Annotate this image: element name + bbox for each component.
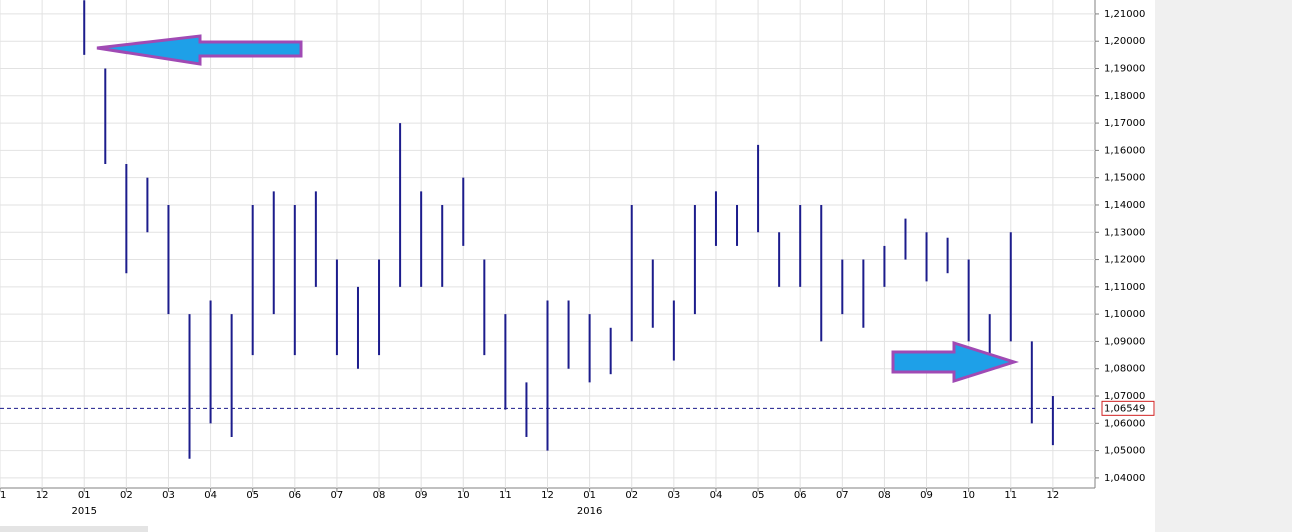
x-tick-label: 08 — [878, 490, 891, 501]
x-tick-label: 11 — [0, 490, 6, 501]
scrollbar — [0, 526, 148, 532]
x-tick-label: 03 — [667, 490, 680, 501]
x-tick-label: 05 — [752, 490, 765, 501]
y-tick-label: 1,09000 — [1104, 336, 1145, 347]
arrow-right — [891, 340, 1019, 384]
x-tick-label: 08 — [373, 490, 386, 501]
x-tick-label: 10 — [457, 490, 470, 501]
x-tick-label: 06 — [794, 490, 807, 501]
x-tick-label: 02 — [625, 490, 638, 501]
x-tick-label: 07 — [331, 490, 344, 501]
x-tick-label: 04 — [204, 490, 217, 501]
x-tick-label: 05 — [246, 490, 259, 501]
side-panel — [1155, 0, 1292, 532]
x-tick-label: 12 — [1047, 490, 1060, 501]
y-tick-label: 1,21000 — [1104, 9, 1145, 20]
x-tick-label: 09 — [920, 490, 933, 501]
x-tick-label: 09 — [415, 490, 428, 501]
x-axis-area — [0, 490, 1155, 532]
x-tick-label: 11 — [499, 490, 512, 501]
y-tick-label: 1,11000 — [1104, 282, 1145, 293]
y-tick-label: 1,12000 — [1104, 255, 1145, 266]
y-tick-label: 1,06000 — [1104, 418, 1145, 429]
x-tick-label: 12 — [36, 490, 49, 501]
y-tick-label: 1,07000 — [1104, 391, 1145, 402]
x-tick-label: 02 — [120, 490, 133, 501]
x-tick-label: 06 — [288, 490, 301, 501]
y-tick-label: 1,15000 — [1104, 173, 1145, 184]
y-tick-label: 1,16000 — [1104, 145, 1145, 156]
x-tick-label: 04 — [710, 490, 723, 501]
current-price-label: 1,06549 — [1104, 403, 1145, 414]
current-price-box — [1101, 400, 1155, 416]
x-tick-label: 10 — [962, 490, 975, 501]
x-tick-label: 11 — [1004, 490, 1017, 501]
y-tick-label: 1,14000 — [1104, 200, 1145, 211]
arrow-left — [96, 34, 303, 66]
y-tick-label: 1,13000 — [1104, 227, 1145, 238]
y-tick-label: 1,04000 — [1104, 473, 1145, 484]
year-label: 2016 — [577, 506, 602, 517]
plot: 1,04000 1,05000 1,06000 1,07000 1,08000 1,090… — [0, 0, 1155, 517]
x-tick-label: 01 — [78, 490, 91, 501]
y-tick-label: 1,18000 — [1104, 91, 1145, 102]
x-tick-label: 01 — [583, 490, 596, 501]
y-tick-label: 1,10000 — [1104, 309, 1145, 320]
year-label: 2015 — [72, 506, 97, 517]
y-tick-label: 1,20000 — [1104, 36, 1145, 47]
y-tick-label: 1,17000 — [1104, 118, 1145, 129]
y-tick-label: 1,05000 — [1104, 446, 1145, 457]
x-tick-label: 03 — [162, 490, 175, 501]
y-tick-label: 1,08000 — [1104, 364, 1145, 375]
x-tick-label: 12 — [541, 490, 554, 501]
x-tick-label: 07 — [836, 490, 849, 501]
y-tick-label: 1,19000 — [1104, 64, 1145, 75]
